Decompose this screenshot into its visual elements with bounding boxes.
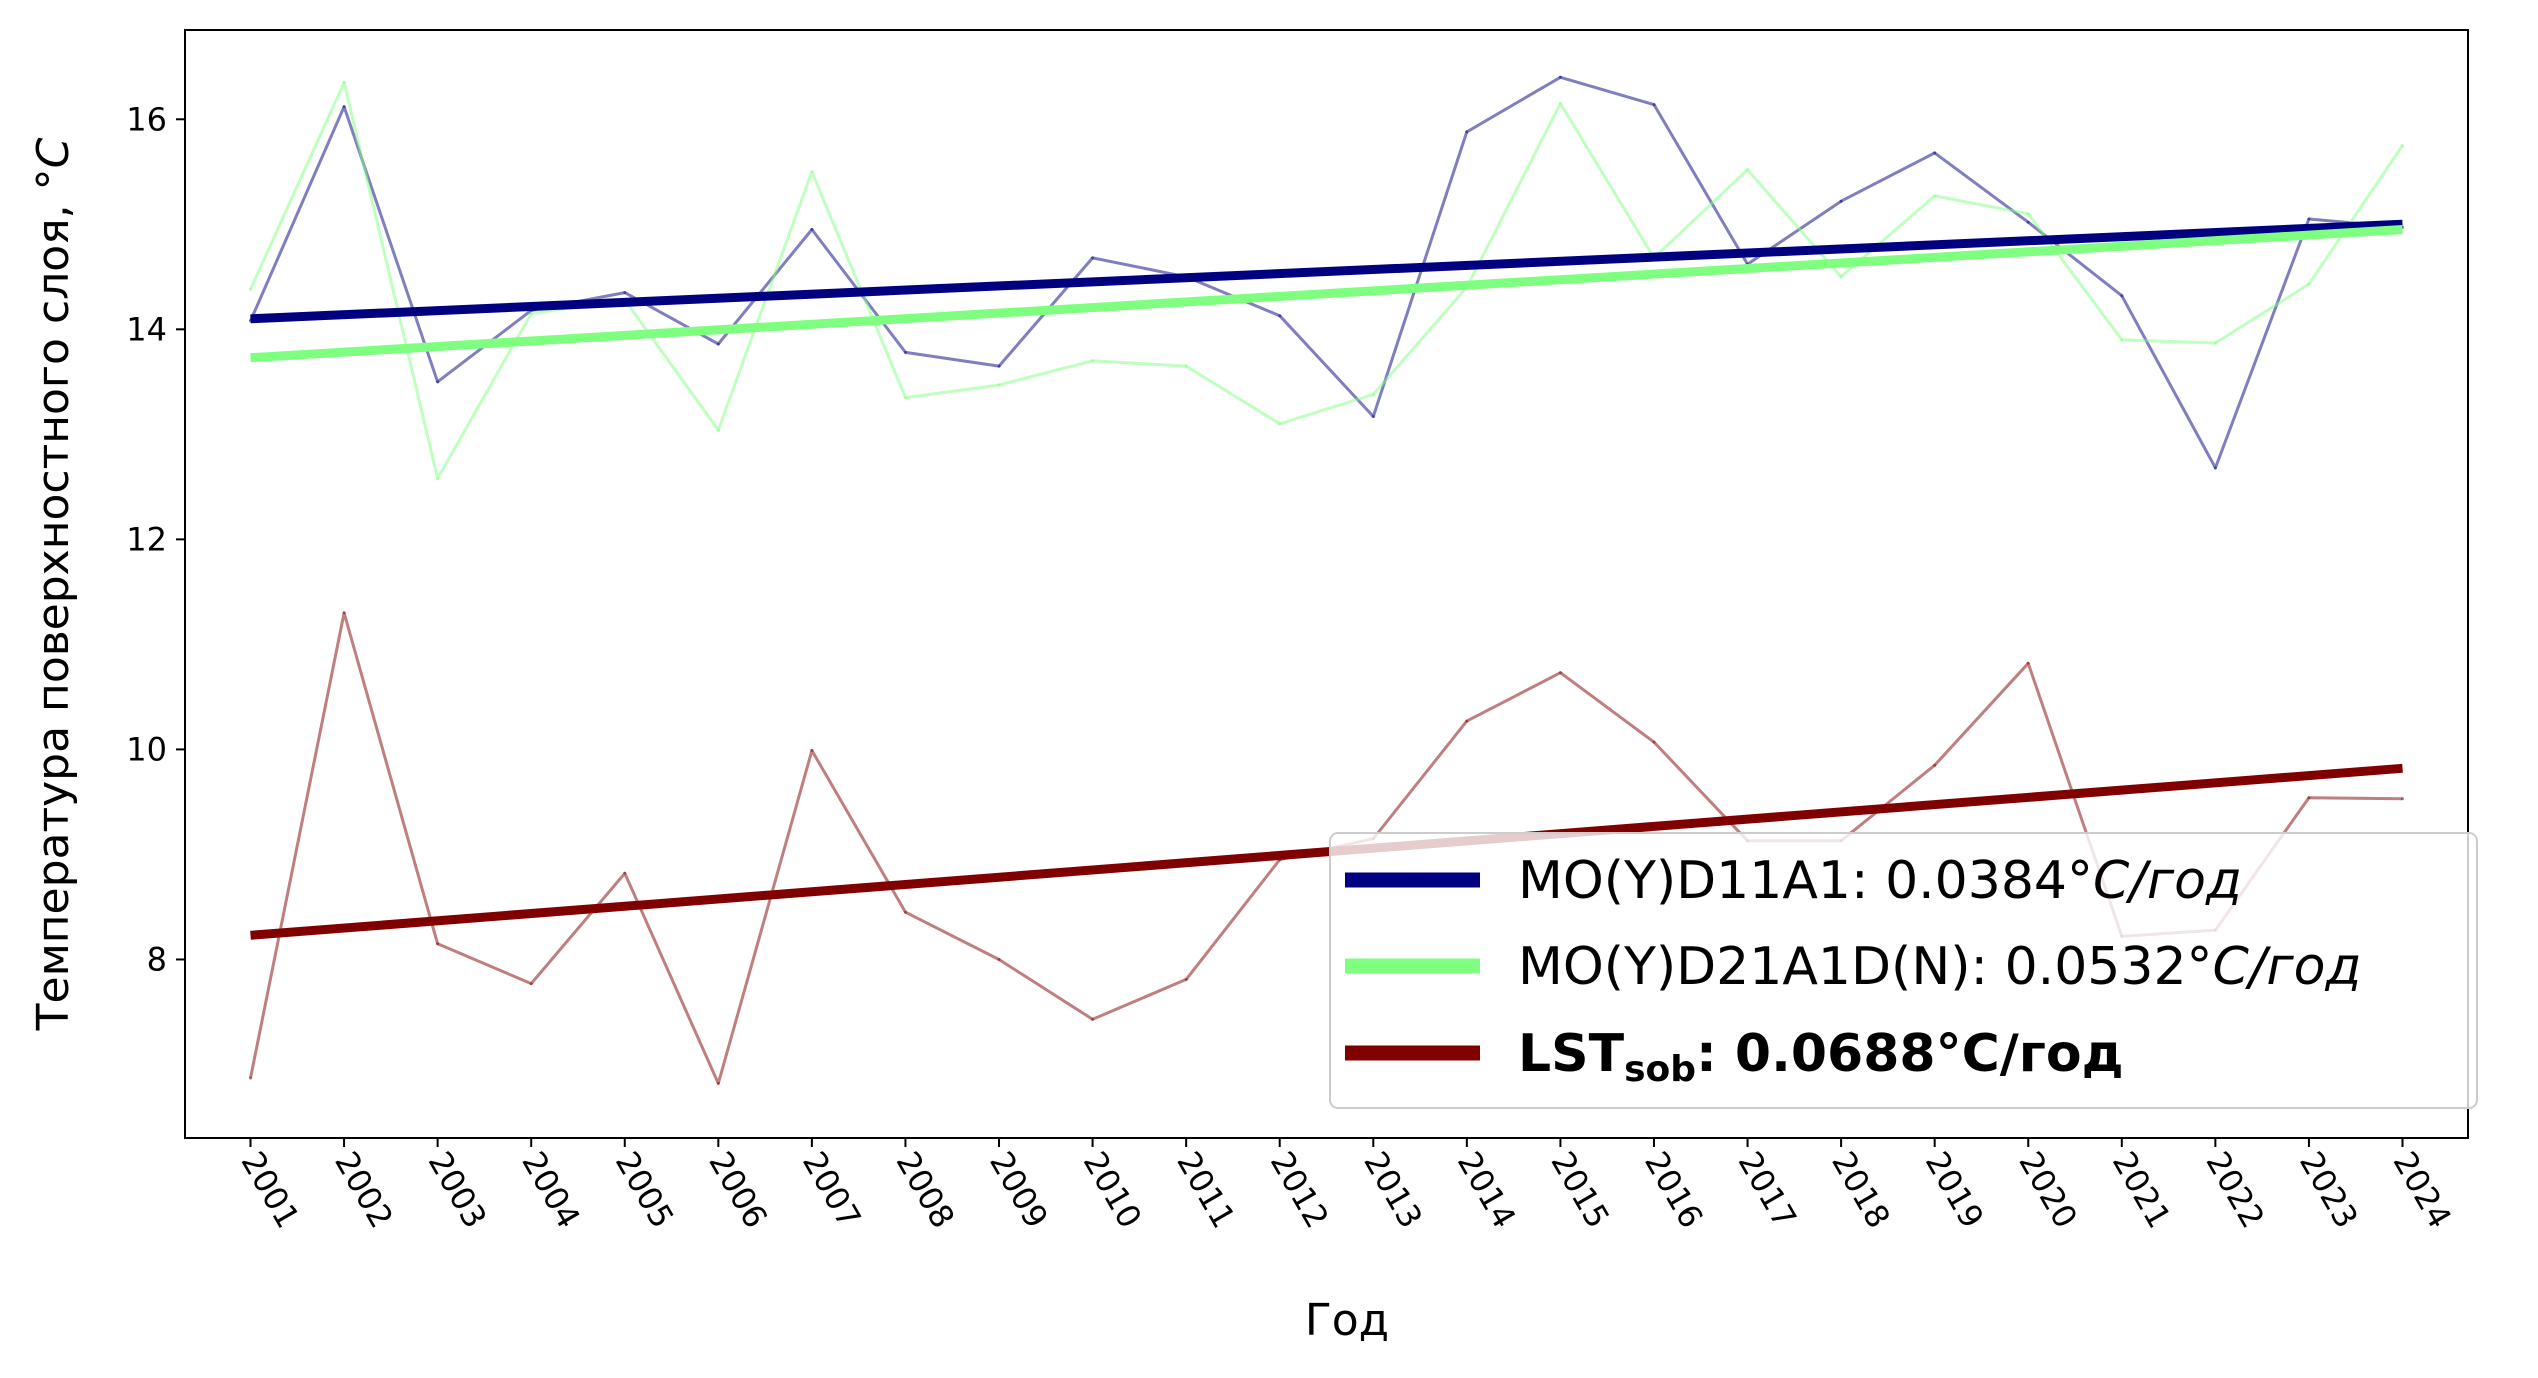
data-point-mod11-2007 (810, 228, 814, 231)
legend-mod11-unit: C/год (2093, 851, 2242, 911)
plot-frame (184, 29, 2469, 1139)
legend-mod21-slope: 0.0532° (2005, 937, 2213, 997)
data-point-mod21-2019 (1933, 194, 1937, 198)
trend-line-lst (250, 763, 2403, 940)
legend-box (1329, 832, 2478, 1109)
trend-layer (250, 219, 2403, 940)
trend-line-mod11 (250, 219, 2403, 324)
y-tick-label-14: 14 (126, 310, 167, 348)
legend-mod11-slope: 0.0384° (1885, 851, 2093, 911)
data-point-mod11-2014 (1465, 130, 1469, 134)
data-point-mod11-2012 (1278, 314, 1282, 318)
data-point-mod11-2002 (342, 105, 346, 109)
data-point-lst-2005 (623, 871, 627, 875)
y-axis-label: Температура поверхностного слоя, °C (28, 137, 79, 1031)
legend-lst-subscript: sob (1624, 1049, 1696, 1090)
data-point-mod11-2010 (1091, 256, 1095, 260)
y-axis-label-unit: °C (28, 137, 79, 190)
data-point-mod21-2006 (716, 428, 720, 432)
data-point-mod11-2018 (1839, 199, 1843, 203)
data-point-mod21-2011 (1184, 364, 1188, 368)
data-point-mod21-2024 (2401, 144, 2404, 147)
data-point-mod11-2020 (2026, 220, 2030, 224)
legend-label-mod21: MO(Y)D21A1D(N): 0.0532°C/год (1518, 937, 2361, 997)
data-point-mod11-2008 (904, 350, 907, 354)
data-point-lst-2008 (904, 910, 907, 914)
data-point-mod21-2020 (2026, 212, 2030, 216)
trend-line-mod21 (250, 225, 2403, 363)
data-point-lst-2019 (1933, 763, 1937, 767)
legend-lst-slope: 0.0688°C/год (1735, 1024, 2124, 1084)
data-point-lst-2009 (997, 958, 1001, 961)
data-point-lst-2011 (1184, 977, 1188, 981)
y-axis-ticks: 8 10 12 14 16 (126, 100, 185, 978)
data-point-mod21-2015 (1558, 102, 1562, 105)
data-point-mod21-2013 (1371, 392, 1375, 396)
y-tick-label-10: 10 (126, 730, 167, 768)
y-tick-label-8: 8 (147, 940, 167, 978)
data-point-lst-2001 (249, 1076, 252, 1080)
data-point-mod21-2022 (2213, 341, 2217, 345)
data-point-mod21-2010 (1091, 359, 1095, 363)
data-point-mod21-2002 (342, 81, 346, 84)
data-point-mod11-2003 (436, 380, 440, 384)
data-point-mod11-2023 (2307, 217, 2311, 221)
y-tick-label-12: 12 (126, 520, 167, 558)
data-point-lst-2006 (716, 1081, 720, 1085)
data-point-mod21-2007 (810, 170, 814, 174)
x-axis-label: Год (1305, 1295, 1389, 1346)
data-point-mod21-2012 (1278, 422, 1282, 426)
data-point-lst-2002 (342, 611, 346, 615)
data-point-mod11-2021 (2120, 294, 2124, 298)
data-point-mod11-2006 (716, 342, 720, 346)
data-point-mod21-2017 (1746, 168, 1749, 172)
data-point-lst-2020 (2026, 661, 2030, 665)
data-point-mod21-2003 (436, 477, 440, 480)
data-point-mod21-2001 (249, 287, 252, 291)
legend-label-mod11: MO(Y)D11A1: 0.0384°C/год (1518, 851, 2242, 911)
data-point-lst-2014 (1465, 719, 1469, 723)
data-point-lst-2023 (2307, 796, 2311, 800)
data-point-lst-2015 (1558, 671, 1562, 675)
y-axis-label-text: Температура поверхностного слоя, (28, 190, 79, 1031)
data-point-mod11-2013 (1371, 415, 1375, 418)
legend-mod11-name: MO(Y)D11A1 (1518, 851, 1851, 911)
y-tick-label-16: 16 (126, 100, 167, 138)
data-point-lst-2007 (810, 749, 814, 752)
data-point-lst-2024 (2401, 797, 2404, 801)
data-point-mod11-2015 (1558, 75, 1562, 79)
data-point-lst-2010 (1091, 1017, 1095, 1021)
data-point-lst-2016 (1652, 740, 1656, 744)
legend: MO(Y)D11A1: 0.0384°C/год MO(Y)D21A1D(N):… (1329, 832, 2478, 1109)
data-point-mod21-2008 (904, 396, 907, 400)
data-point-mod21-2018 (1839, 275, 1843, 279)
legend-label-lst: LSTsob: 0.0688°C/год (1518, 1024, 2124, 1090)
legend-lst-name: LST (1518, 1024, 1625, 1084)
data-point-mod11-2022 (2213, 466, 2217, 470)
data-point-lst-2003 (436, 942, 440, 946)
data-point-mod11-2019 (1933, 151, 1937, 155)
data-point-mod11-2016 (1652, 103, 1656, 107)
data-point-mod11-2009 (997, 364, 1001, 368)
data-point-lst-2004 (529, 982, 533, 986)
legend-mod21-name: MO(Y)D21A1D(N) (1518, 937, 1971, 997)
legend-mod21-unit: C/год (2213, 937, 2362, 997)
data-point-mod21-2004 (529, 312, 533, 316)
data-point-mod21-2023 (2307, 282, 2311, 286)
data-point-mod11-2005 (623, 291, 627, 295)
data-point-mod21-2021 (2120, 338, 2124, 342)
data-point-mod21-2009 (997, 383, 1001, 387)
